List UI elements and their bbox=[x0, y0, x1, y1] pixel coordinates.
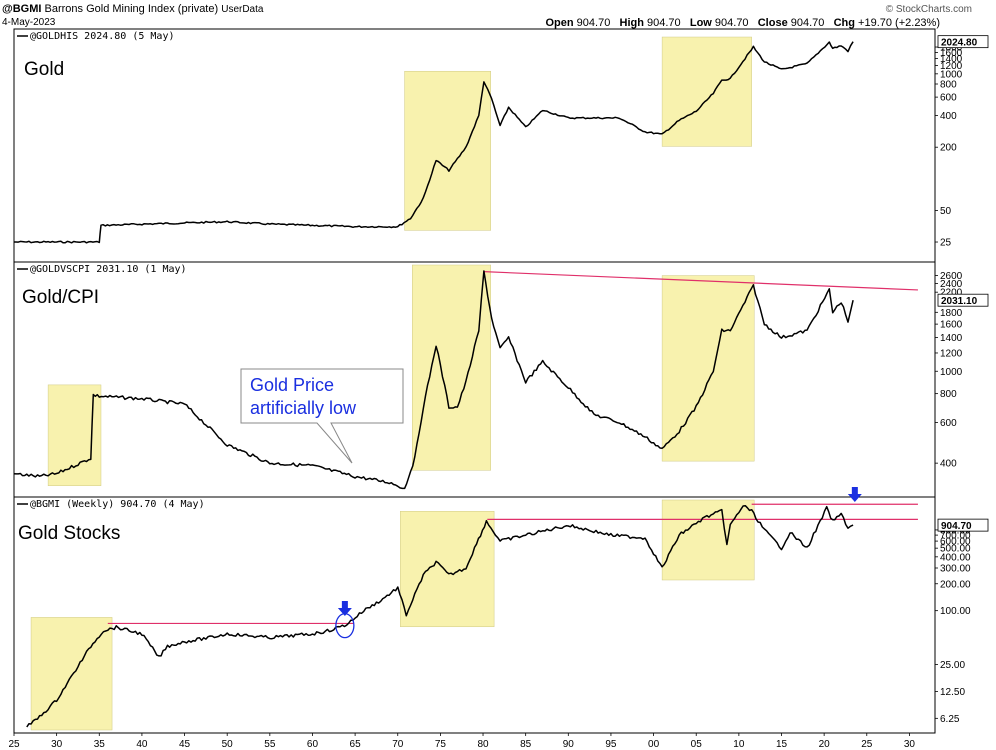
panel-label: Gold/CPI bbox=[22, 287, 99, 308]
panel-label: Gold Stocks bbox=[18, 523, 120, 544]
current-value-label: 2031.10 bbox=[941, 296, 978, 307]
chart-date: 4-May-2023 bbox=[2, 17, 56, 28]
y-tick-label: 1600 bbox=[940, 320, 963, 331]
y-tick-label: 600 bbox=[940, 418, 957, 429]
y-tick-label: 25.00 bbox=[940, 660, 965, 671]
data-source: UserData bbox=[221, 4, 264, 15]
y-tick-label: 1000 bbox=[940, 69, 963, 80]
ohlc-bar: Open 904.70 High 904.70 Low 904.70 Close… bbox=[545, 17, 940, 29]
series-line bbox=[14, 41, 854, 244]
y-tick-label: 800 bbox=[940, 389, 957, 400]
highlight-box bbox=[661, 36, 752, 147]
y-tick-label: 25 bbox=[940, 238, 952, 249]
highlight-box bbox=[661, 275, 755, 462]
panel-3: @BGMI (Weekly) 904.70 (4 May) Gold Stocks… bbox=[13, 496, 989, 734]
y-tick-label: 600 bbox=[940, 93, 957, 104]
x-tick-label: 15 bbox=[776, 739, 788, 750]
x-tick-label: 65 bbox=[350, 739, 362, 750]
x-tick-label: 55 bbox=[264, 739, 276, 750]
y-tick-label: 2200 bbox=[940, 288, 963, 299]
header-line-1: @BGMI Barrons Gold Mining Index (private… bbox=[2, 3, 263, 15]
panel-title: @BGMI (Weekly) 904.70 (4 May) bbox=[30, 499, 205, 510]
x-tick-label: 85 bbox=[520, 739, 532, 750]
x-tick-label: 75 bbox=[435, 739, 447, 750]
highlight-box bbox=[400, 511, 495, 628]
y-tick-label: 1200 bbox=[940, 61, 963, 72]
callout-text-line-1: Gold Price bbox=[250, 375, 334, 395]
panel-title: @GOLDHIS 2024.80 (5 May) bbox=[30, 31, 175, 42]
x-tick-label: 30 bbox=[51, 739, 63, 750]
highlight-box bbox=[404, 70, 491, 231]
y-tick-label: 400.00 bbox=[940, 552, 971, 563]
current-value-box bbox=[937, 518, 989, 532]
down-arrow-icon bbox=[337, 601, 352, 616]
y-tick-label: 300.00 bbox=[940, 564, 971, 575]
series-line bbox=[26, 504, 854, 728]
index-name: Barrons Gold Mining Index (private) bbox=[44, 3, 219, 15]
x-tick-label: 25 bbox=[8, 739, 20, 750]
y-tick-label: 2400 bbox=[940, 279, 963, 290]
y-tick-label: 1400 bbox=[940, 333, 963, 344]
y-tick-label: 200 bbox=[940, 143, 957, 154]
y-tick-label: 200.00 bbox=[940, 579, 971, 590]
callout: Gold Price artificially low bbox=[240, 368, 404, 464]
x-tick-label: 05 bbox=[691, 739, 703, 750]
y-tick-label: 12.50 bbox=[940, 687, 965, 698]
trendline bbox=[483, 271, 918, 291]
current-value-label: 2024.80 bbox=[941, 38, 978, 49]
symbol: @BGMI bbox=[2, 3, 42, 15]
y-tick-label: 400 bbox=[940, 459, 957, 470]
x-tick-label: 30 bbox=[904, 739, 916, 750]
y-tick-label: 2600 bbox=[940, 271, 963, 282]
panel-1: @GOLDHIS 2024.80 (5 May) Gold 25 50 200 400 60… bbox=[13, 28, 989, 263]
y-tick-label: 1800 bbox=[940, 308, 963, 319]
x-tick-label: 20 bbox=[819, 739, 831, 750]
x-tick-label: 70 bbox=[392, 739, 404, 750]
y-tick-label: 50 bbox=[940, 206, 952, 217]
current-value-box bbox=[937, 293, 989, 307]
y-tick-label: 1600 bbox=[940, 48, 963, 59]
x-tick-label: 95 bbox=[605, 739, 617, 750]
panel-2: @GOLDVSCPI 2031.10 (1 May) Gold/CPI 400 600… bbox=[13, 261, 989, 498]
y-tick-label: 1400 bbox=[940, 54, 963, 65]
current-value-label: 904.70 bbox=[941, 521, 972, 532]
y-tick-label: 400 bbox=[940, 111, 957, 122]
panel-title: @GOLDVSCPI 2031.10 (1 May) bbox=[30, 264, 187, 275]
x-tick-label: 80 bbox=[477, 739, 489, 750]
brand-stamp: © StockCharts.com bbox=[885, 4, 972, 15]
highlight-box bbox=[661, 499, 755, 581]
callout-text-line-2: artificially low bbox=[250, 398, 357, 418]
x-tick-label: 35 bbox=[94, 739, 106, 750]
x-tick-label: 45 bbox=[179, 739, 191, 750]
y-tick-label: 1000 bbox=[940, 367, 963, 378]
x-tick-label: 10 bbox=[733, 739, 745, 750]
panel-label: Gold bbox=[24, 59, 64, 80]
callout-box bbox=[240, 368, 404, 464]
series-line bbox=[13, 270, 854, 490]
x-tick-label: 90 bbox=[563, 739, 575, 750]
current-value-box bbox=[937, 35, 989, 49]
x-tick-label: 60 bbox=[307, 739, 319, 750]
highlight-box bbox=[30, 617, 113, 731]
highlight-box bbox=[411, 264, 491, 471]
y-tick-label: 800 bbox=[940, 80, 957, 91]
y-tick-label: 500.00 bbox=[940, 544, 971, 555]
y-tick-label: 1200 bbox=[940, 348, 963, 359]
y-tick-label: 700.00 bbox=[940, 531, 971, 542]
y-tick-label: 600.00 bbox=[940, 537, 971, 548]
y-tick-label: 100.00 bbox=[940, 606, 971, 617]
down-arrow-icon bbox=[847, 487, 862, 502]
x-tick-label: 40 bbox=[136, 739, 148, 750]
x-tick-label: 25 bbox=[861, 739, 873, 750]
y-tick-label: 6.25 bbox=[940, 714, 960, 725]
x-tick-label: 00 bbox=[648, 739, 660, 750]
x-tick-label: 50 bbox=[222, 739, 234, 750]
